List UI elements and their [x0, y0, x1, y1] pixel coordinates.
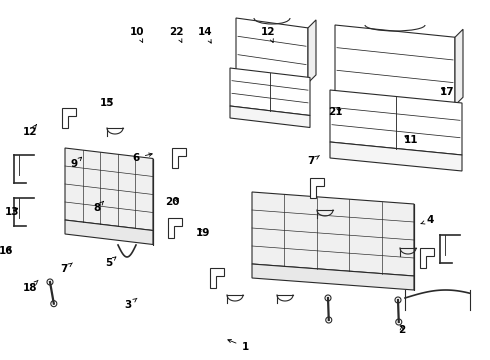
Text: 1: 1	[228, 339, 248, 352]
Text: 4: 4	[421, 215, 434, 225]
Text: 9: 9	[71, 157, 82, 169]
Polygon shape	[335, 25, 455, 105]
Polygon shape	[420, 248, 434, 268]
Text: 5: 5	[105, 257, 116, 268]
Text: 11: 11	[403, 135, 418, 145]
Text: 18: 18	[23, 280, 38, 293]
Polygon shape	[252, 264, 414, 290]
Polygon shape	[210, 268, 224, 288]
Text: 6: 6	[133, 153, 152, 163]
Text: 12: 12	[23, 125, 38, 138]
Text: 22: 22	[169, 27, 184, 42]
Text: 13: 13	[5, 207, 20, 217]
Text: 7: 7	[307, 156, 319, 166]
Text: 10: 10	[130, 27, 145, 42]
Text: 3: 3	[125, 298, 137, 310]
Polygon shape	[252, 192, 414, 276]
Text: 2: 2	[398, 325, 405, 335]
Text: 12: 12	[261, 27, 276, 42]
Polygon shape	[172, 148, 186, 168]
Polygon shape	[330, 90, 462, 155]
Text: 16: 16	[0, 246, 13, 256]
Text: 19: 19	[196, 228, 211, 238]
Text: 15: 15	[99, 98, 114, 108]
Polygon shape	[455, 29, 463, 105]
Polygon shape	[310, 178, 324, 198]
Text: 21: 21	[328, 107, 343, 117]
Polygon shape	[230, 106, 310, 127]
Polygon shape	[236, 18, 308, 83]
Polygon shape	[62, 108, 76, 128]
Text: 20: 20	[165, 197, 180, 207]
Text: 17: 17	[440, 87, 454, 97]
Polygon shape	[65, 220, 153, 244]
Polygon shape	[65, 148, 153, 230]
Text: 14: 14	[197, 27, 212, 43]
Polygon shape	[168, 218, 182, 238]
Polygon shape	[230, 68, 310, 116]
Polygon shape	[308, 20, 316, 83]
Text: 7: 7	[60, 263, 73, 274]
Polygon shape	[330, 142, 462, 171]
Text: 8: 8	[94, 201, 103, 213]
